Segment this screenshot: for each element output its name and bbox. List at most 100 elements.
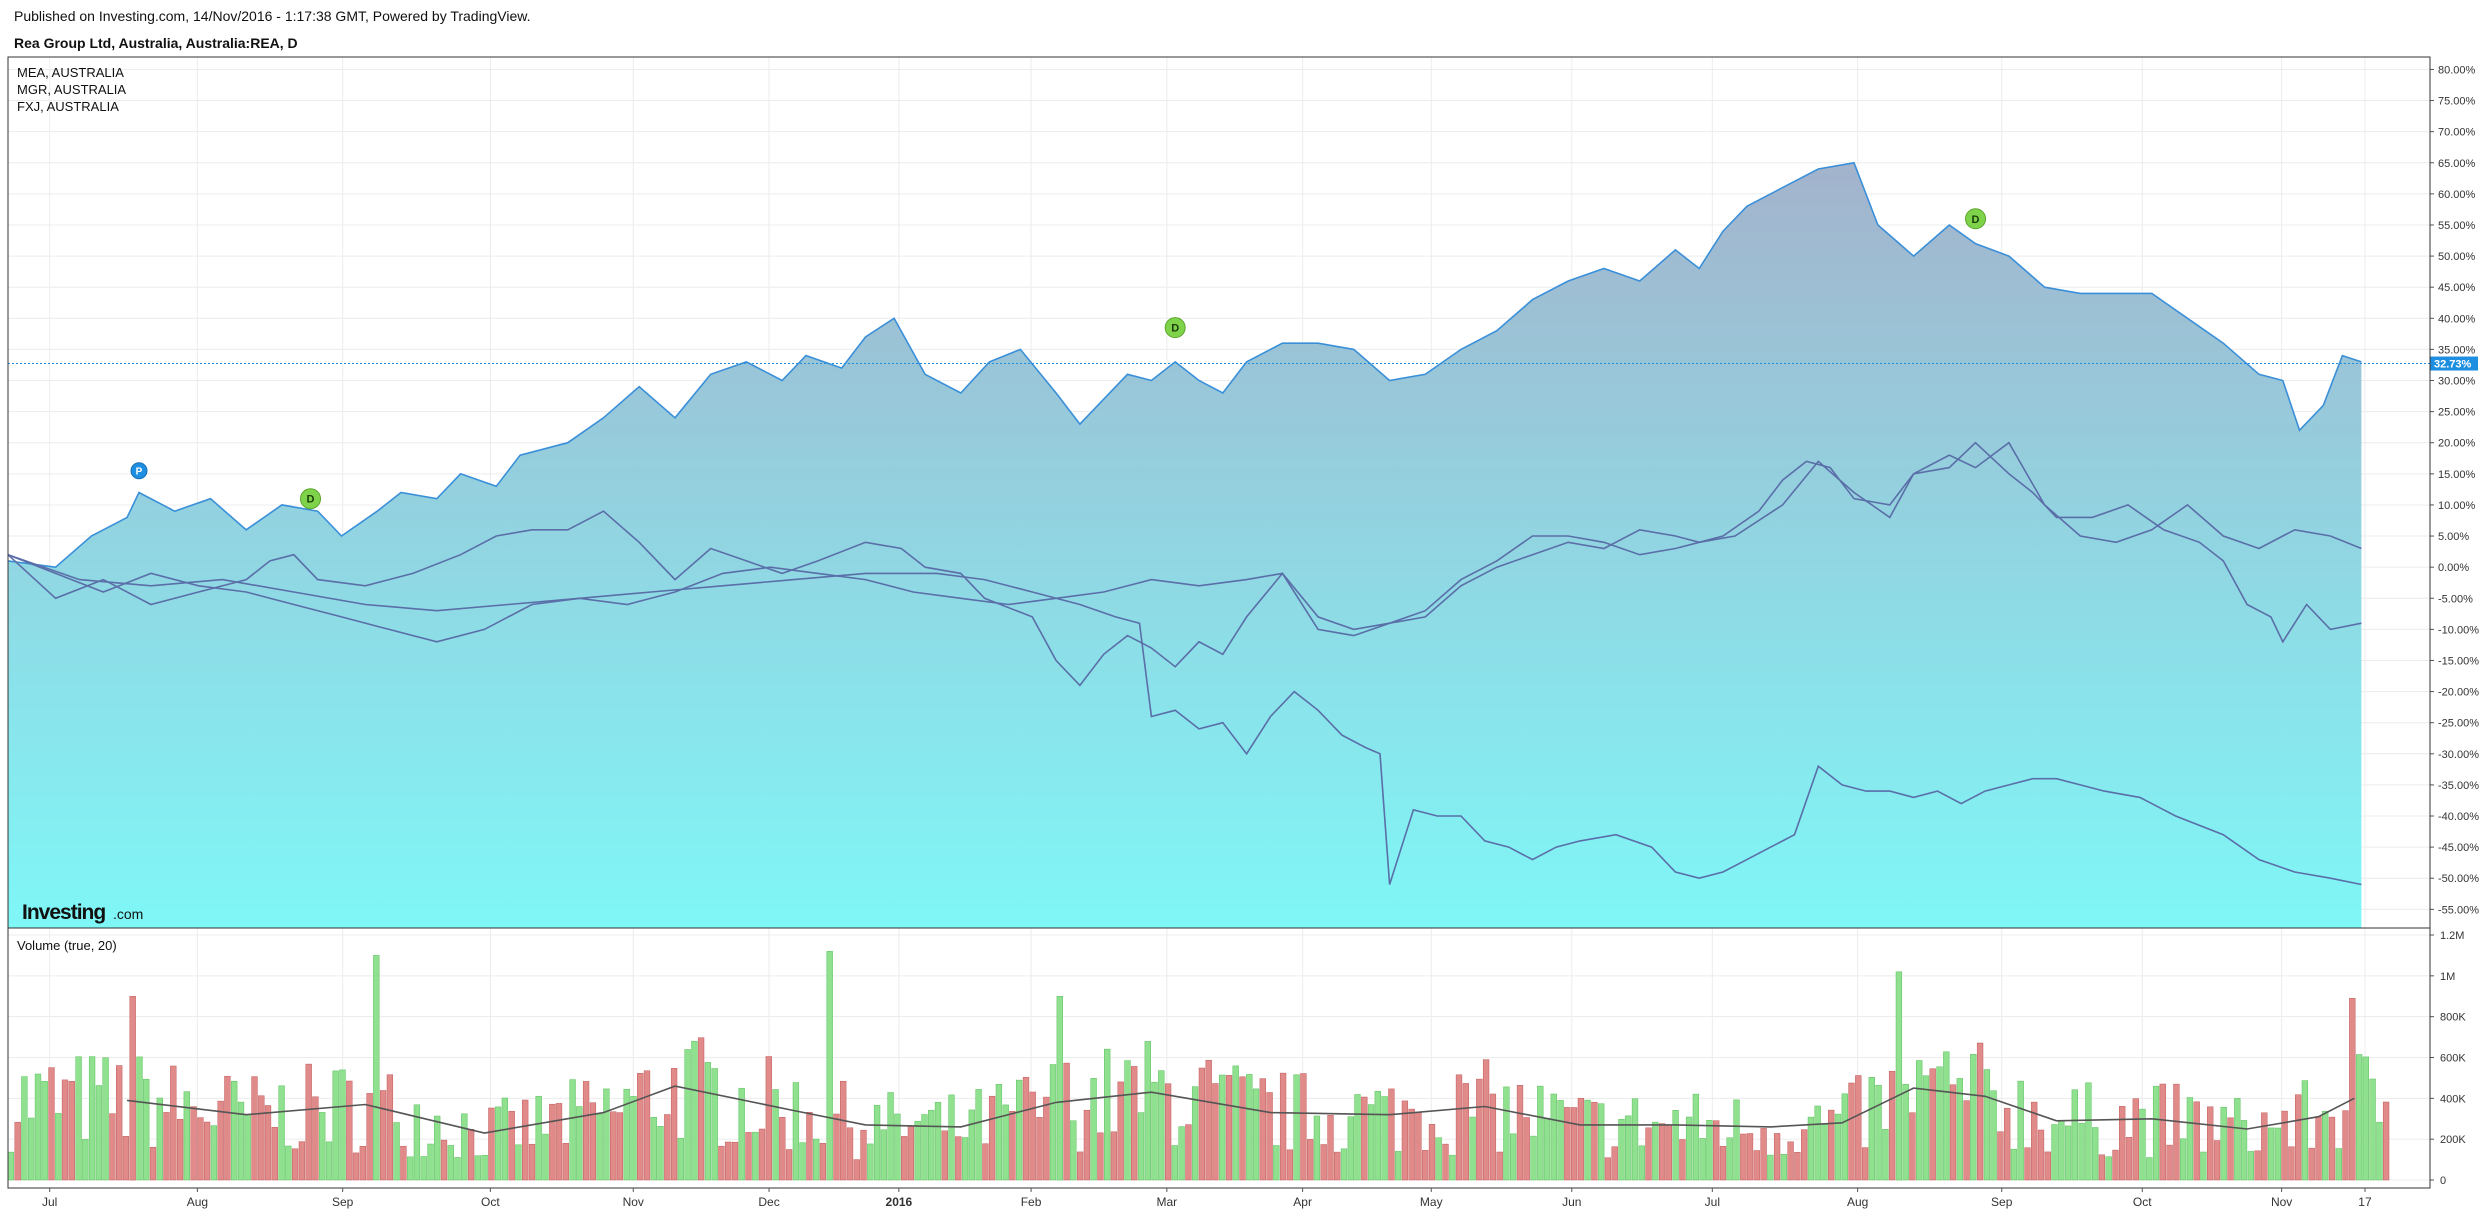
- volume-bar: [1381, 1096, 1388, 1181]
- price-axis-label: 80.00%: [2438, 64, 2476, 76]
- volume-bar: [346, 1080, 353, 1181]
- volume-bar: [2004, 1107, 2011, 1181]
- volume-bar: [1049, 1064, 1057, 1181]
- volume-bar: [2064, 1125, 2072, 1181]
- volume-bar: [921, 1114, 928, 1181]
- volume-bar: [758, 1128, 766, 1181]
- volume-bar: [731, 1141, 739, 1181]
- volume-bar: [2024, 1147, 2031, 1181]
- volume-bar: [264, 1105, 272, 1181]
- volume-bar: [1631, 1098, 1639, 1181]
- price-axis-label: 40.00%: [2438, 313, 2476, 325]
- dividend-badge[interactable]: [1965, 208, 1987, 230]
- volume-bar: [1598, 1103, 1605, 1181]
- volume-bar: [1618, 1119, 1625, 1181]
- volume-bar: [251, 1076, 258, 1181]
- volume-bar: [379, 1090, 387, 1181]
- volume-bar: [907, 1125, 915, 1181]
- volume-bar: [1273, 1145, 1280, 1181]
- volume-bar: [494, 1106, 502, 1181]
- volume-bar: [109, 1113, 116, 1181]
- volume-bar: [467, 1129, 475, 1181]
- volume-bar: [914, 1120, 921, 1181]
- price-axis-label: 70.00%: [2438, 127, 2476, 139]
- dividend-badge[interactable]: [300, 488, 322, 510]
- volume-bar: [1949, 1084, 1957, 1181]
- volume-bar: [163, 1112, 170, 1181]
- volume-bar: [1063, 1062, 1070, 1181]
- volume-bar: [1970, 1054, 1977, 1181]
- volume-bar: [1821, 1124, 1828, 1181]
- volume-bar: [2173, 1083, 2180, 1181]
- volume-bar: [691, 1040, 698, 1181]
- price-axis-label: 5.00%: [2438, 531, 2469, 543]
- volume-bar: [637, 1073, 644, 1181]
- volume-bar: [1855, 1075, 1862, 1181]
- volume-bar: [325, 1141, 333, 1181]
- volume-bar: [298, 1141, 306, 1181]
- volume-bar: [1638, 1145, 1645, 1181]
- volume-bar: [1307, 1139, 1314, 1181]
- volume-bar: [941, 1130, 948, 1181]
- volume-bar: [1482, 1059, 1490, 1181]
- volume-bar: [1577, 1097, 1585, 1181]
- volume-bar: [413, 1104, 421, 1181]
- volume-ma-line: [127, 1085, 2355, 1134]
- volume-bar: [2166, 1144, 2173, 1181]
- volume-bar: [271, 1127, 278, 1181]
- volume-bar: [1516, 1085, 1524, 1181]
- volume-bar: [291, 1148, 299, 1181]
- rea-line[interactable]: [7, 161, 2362, 569]
- compare-line-fxj[interactable]: [7, 553, 2362, 886]
- investing-logo-suffix: .com: [113, 906, 143, 922]
- volume-bar: [1435, 1137, 1442, 1181]
- volume-bar: [2335, 1148, 2342, 1181]
- price-axis-label: 65.00%: [2438, 158, 2476, 170]
- volume-bar: [535, 1095, 542, 1181]
- dividend-badge[interactable]: [1164, 317, 1186, 339]
- legend-item: MEA, AUSTRALIA: [17, 65, 124, 80]
- volume-bar: [116, 1065, 123, 1181]
- volume-bar: [2301, 1080, 2309, 1181]
- volume-bar: [677, 1137, 684, 1181]
- volume-bar: [1056, 996, 1063, 1181]
- price-axis-label: -55.00%: [2438, 904, 2479, 916]
- volume-bar: [853, 1159, 860, 1181]
- volume-bar: [650, 1117, 657, 1181]
- price-axis-label: 30.00%: [2438, 376, 2476, 388]
- compare-line-mea[interactable]: [7, 441, 2362, 687]
- volume-bar: [2362, 1056, 2369, 1181]
- dividend-badge-label: D: [1171, 323, 1179, 335]
- volume-bar: [1801, 1129, 1808, 1181]
- volume-bar: [197, 1117, 204, 1181]
- volume-bar: [244, 1113, 251, 1181]
- volume-bar: [1388, 1088, 1395, 1181]
- volume-bar: [68, 1081, 75, 1181]
- volume-bar: [1455, 1074, 1463, 1181]
- volume-bar: [1489, 1093, 1497, 1181]
- price-axis-label: -25.00%: [2438, 718, 2479, 730]
- volume-bar: [149, 1146, 157, 1181]
- volume-bar: [1043, 1096, 1050, 1181]
- volume-bar: [555, 1103, 563, 1181]
- volume-bar: [1449, 1154, 1456, 1181]
- volume-bar: [765, 1056, 772, 1181]
- volume-bar: [1022, 1077, 1030, 1181]
- volume-bar: [143, 1078, 150, 1181]
- volume-bar: [1009, 1111, 1016, 1181]
- split-badge[interactable]: [130, 462, 148, 480]
- volume-bar: [237, 1101, 245, 1181]
- time-axis-label: Mar: [1157, 1195, 1178, 1209]
- chart-header: Published on Investing.com, 14/Nov/2016 …: [14, 8, 530, 51]
- price-axis-label: -10.00%: [2438, 624, 2479, 636]
- volume-bar: [7, 1151, 15, 1181]
- split-badge-label: P: [136, 467, 143, 478]
- compare-line-mgr[interactable]: [7, 441, 2362, 643]
- time-axis-label: Aug: [187, 1195, 208, 1209]
- volume-bar: [718, 1145, 725, 1181]
- volume-bar: [1178, 1126, 1185, 1181]
- volume-bar: [2288, 1146, 2295, 1181]
- volume-bar: [1888, 1070, 1896, 1181]
- volume-bar: [95, 1085, 103, 1181]
